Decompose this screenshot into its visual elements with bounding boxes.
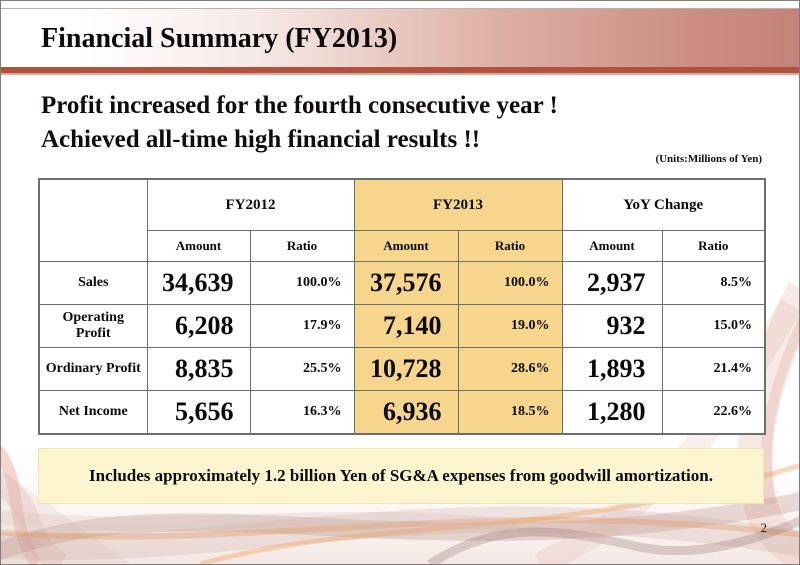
row-label-net-income: Net Income xyxy=(38,390,148,434)
page-title: Financial Summary (FY2013) xyxy=(41,22,398,54)
cell-ni-yoy-amount: 1,280 xyxy=(561,390,663,434)
cell-ni-fy2012-amount: 5,656 xyxy=(146,390,251,434)
cell-ord-fy2012-amount: 8,835 xyxy=(146,347,251,391)
cell-ni-fy2013-amount: 6,936 xyxy=(353,390,459,434)
table-row-net-income: Net Income 5,656 16.3% 6,936 18.5% 1,280… xyxy=(38,390,766,434)
cell-sales-yoy-ratio: 8.5% xyxy=(661,261,766,305)
cell-ni-fy2013-ratio: 18.5% xyxy=(457,390,563,434)
col-group-fy2012: FY2012 xyxy=(146,178,355,231)
subheader-yoy-ratio: Ratio xyxy=(661,230,766,262)
page-number: 2 xyxy=(760,520,768,535)
cell-sales-fy2013-ratio: 100.0% xyxy=(457,261,563,305)
cell-op-fy2013-ratio: 19.0% xyxy=(457,304,563,348)
corner-cell xyxy=(38,178,148,262)
cell-op-fy2012-amount: 6,208 xyxy=(146,304,251,348)
table-row-sales: Sales 34,639 100.0% 37,576 100.0% 2,937 … xyxy=(38,261,766,305)
col-group-yoy: YoY Change xyxy=(561,178,766,231)
subheader-fy2013-ratio: Ratio xyxy=(457,230,563,262)
table-group-header-row: FY2012 FY2013 YoY Change xyxy=(38,178,766,262)
cell-sales-fy2013-amount: 37,576 xyxy=(353,261,459,305)
table-row-operating-profit: Operating Profit 6,208 17.9% 7,140 19.0%… xyxy=(38,304,766,348)
table-row-ordinary-profit: Ordinary Profit 8,835 25.5% 10,728 28.6%… xyxy=(38,347,766,391)
col-group-fy2013: FY2013 xyxy=(353,178,563,231)
cell-ord-fy2013-ratio: 28.6% xyxy=(457,347,563,391)
cell-ord-yoy-ratio: 21.4% xyxy=(661,347,766,391)
slide-subtitle: Profit increased for the fourth consecut… xyxy=(41,89,558,157)
table-subheader-row: Amount Ratio Amount Ratio Amount Ratio xyxy=(39,230,766,262)
subheader-yoy-amount: Amount xyxy=(561,230,663,262)
cell-sales-fy2012-amount: 34,639 xyxy=(146,261,251,305)
financial-summary-table: FY2012 FY2013 YoY Change Amount Ratio Am… xyxy=(38,178,766,435)
cell-ord-yoy-amount: 1,893 xyxy=(561,347,663,391)
slide-header: Financial Summary (FY2013) xyxy=(1,8,799,68)
goodwill-note-text: Includes approximately 1.2 billion Yen o… xyxy=(89,466,713,485)
goodwill-note-box: Includes approximately 1.2 billion Yen o… xyxy=(38,448,764,504)
cell-sales-yoy-amount: 2,937 xyxy=(561,261,663,305)
cell-op-fy2012-ratio: 17.9% xyxy=(249,304,355,348)
row-label-operating-profit: Operating Profit xyxy=(38,304,148,348)
subheader-fy2012-ratio: Ratio xyxy=(249,230,355,262)
cell-sales-fy2012-ratio: 100.0% xyxy=(249,261,355,305)
subheader-fy2013-amount: Amount xyxy=(353,230,459,262)
cell-ord-fy2013-amount: 10,728 xyxy=(353,347,459,391)
header-accent-bar xyxy=(1,67,799,75)
subtitle-line-2: Achieved all-time high financial results… xyxy=(41,126,481,153)
subheader-fy2012-amount: Amount xyxy=(146,230,251,262)
row-label-sales: Sales xyxy=(38,261,148,305)
cell-op-fy2013-amount: 7,140 xyxy=(353,304,459,348)
row-label-ordinary-profit: Ordinary Profit xyxy=(38,347,148,391)
subtitle-line-1: Profit increased for the fourth consecut… xyxy=(41,92,558,119)
cell-op-yoy-amount: 932 xyxy=(561,304,663,348)
cell-ni-yoy-ratio: 22.6% xyxy=(661,390,766,434)
cell-ord-fy2012-ratio: 25.5% xyxy=(249,347,355,391)
cell-ni-fy2012-ratio: 16.3% xyxy=(249,390,355,434)
units-label: (Units:Millions of Yen) xyxy=(655,153,762,165)
cell-op-yoy-ratio: 15.0% xyxy=(661,304,766,348)
